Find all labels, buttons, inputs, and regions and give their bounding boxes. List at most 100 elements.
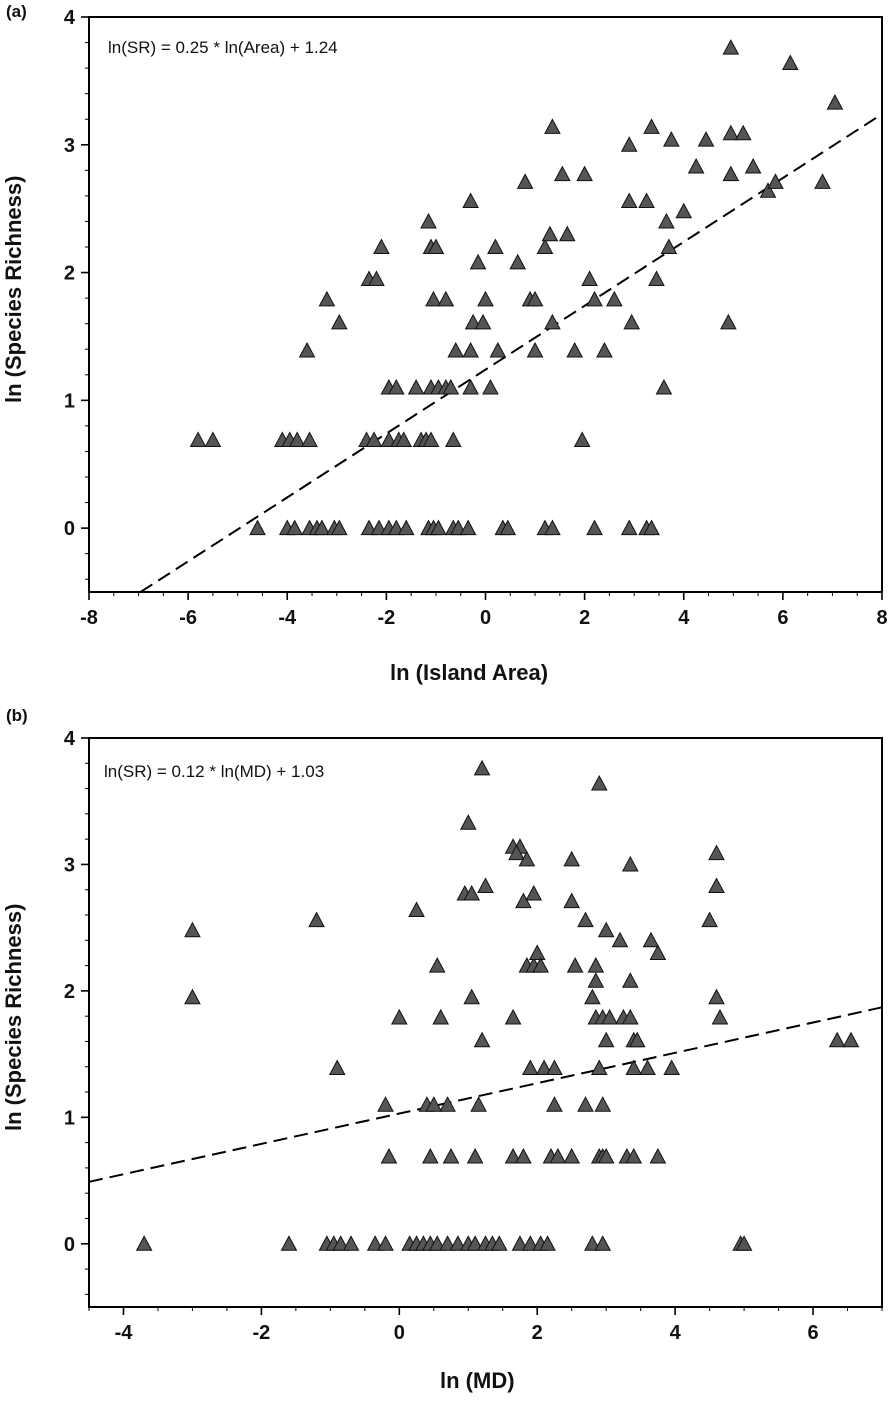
panel-a-data-point — [638, 192, 655, 208]
panel-b-data-point — [842, 1031, 860, 1048]
panel-b-data-point — [490, 1235, 508, 1251]
panel-a-data-point — [301, 431, 318, 447]
panel-b-data-point — [708, 844, 725, 861]
panel-a-data-point — [643, 519, 660, 536]
panel-a-data-point — [489, 341, 507, 358]
panel-a-data-point — [734, 124, 752, 141]
panel-b-x-axis-label: ln (MD) — [440, 1368, 515, 1393]
panel-a-data-point — [658, 212, 675, 229]
panel-a-data-point — [249, 519, 266, 536]
panel-b-data-point — [332, 1235, 350, 1251]
panel-b-data-point — [449, 1235, 467, 1251]
panel-b-data-point — [511, 1235, 529, 1251]
panel-a-data-point — [430, 519, 447, 536]
panel-a-x-tick-label: 6 — [777, 607, 788, 629]
panel-b-data-point — [459, 814, 477, 830]
panel-b-data-point — [532, 957, 550, 973]
panel-a-x-tick-label: 2 — [579, 607, 590, 629]
panel-b-data-point — [597, 1031, 615, 1048]
panel-a-data-point — [826, 94, 844, 110]
panel-b-data-point — [625, 1059, 643, 1076]
panel-b-data-point — [546, 1096, 563, 1112]
panel-b-data-point — [539, 1235, 556, 1251]
panel-a-x-tick-label: -4 — [278, 607, 297, 629]
panel-b-data-point — [708, 877, 725, 893]
chart-b-svg: 0 1 2 3 4 -4 -2 0 2 4 6 — [64, 728, 883, 1344]
panel-a-data-point — [318, 290, 336, 307]
panel-b-y-axis-label: ln (Species Richness) — [1, 903, 26, 1131]
panel-a-data-point — [675, 202, 693, 219]
panel-a-data-point — [648, 270, 665, 286]
panel-a-data-point — [759, 182, 777, 198]
panel-b-y-tick-label: 2 — [64, 981, 75, 1003]
panel-a-data-point — [425, 290, 442, 307]
panel-b-data-point — [663, 1059, 681, 1076]
panel-a-y-tick-label: 1 — [64, 390, 75, 412]
panel-a-data-point — [462, 341, 479, 358]
panel-b-data-point — [577, 1096, 594, 1112]
panel-b-data-point — [590, 1059, 608, 1076]
panel-b-data-point — [515, 1147, 532, 1164]
panel-a-data-point — [541, 225, 559, 242]
panel-a-data-point — [596, 341, 613, 358]
panel-b-y-tick-label: 3 — [64, 854, 75, 876]
panel-b-data-point — [473, 759, 491, 776]
panel-a-data-point — [526, 290, 544, 307]
panel-a-data-point — [462, 192, 479, 208]
panel-b-data-point — [280, 1235, 298, 1251]
panel-b-data-point — [625, 1147, 643, 1164]
panel-b-y-tick-label: 4 — [64, 728, 76, 750]
panel-a-data-point — [566, 341, 584, 358]
panel-b-data-point — [518, 850, 536, 867]
panel-b-data-point — [597, 1147, 615, 1164]
panel-a-data-point — [814, 173, 831, 189]
panel-a-x-tick-label: -2 — [377, 607, 395, 629]
panel-b-data-point — [563, 850, 581, 867]
panel-b-x-tick-label: 0 — [394, 1322, 405, 1344]
panel-a-y-tick-label: 2 — [64, 263, 75, 285]
panel-a-data-point — [767, 173, 784, 189]
panel-b-data-point — [546, 1059, 563, 1076]
panel-a-data-point — [544, 519, 561, 536]
panel-a-data-point — [459, 519, 477, 536]
panel-b-data-point — [649, 1147, 667, 1164]
panel-b-x-tick-label: -4 — [115, 1322, 134, 1344]
panel-a-data-point — [469, 253, 487, 270]
panel-b-data-point — [597, 921, 615, 938]
panel-b-data-point — [611, 931, 629, 948]
panel-a-data-point — [477, 290, 494, 307]
panel-b-data-point — [366, 1235, 384, 1251]
panel-a-data-point — [720, 313, 737, 330]
panel-b-regression-line — [88, 1006, 883, 1183]
panel-a-data-point — [407, 378, 425, 395]
panel-b-data-point — [587, 957, 605, 973]
panel-a-data-point — [526, 341, 544, 358]
panel-a-data-point — [722, 39, 740, 55]
panel-a-data-point — [298, 341, 316, 358]
panel-b-data-point — [308, 911, 325, 928]
panel-a-data-point — [462, 378, 479, 395]
panel-a-data-point — [368, 270, 385, 286]
panel-b-data-point — [421, 1147, 439, 1164]
panel-a-data-point — [365, 431, 383, 447]
panel-b-data-point — [432, 1008, 450, 1025]
panel-a-x-tick-label: -8 — [80, 607, 98, 629]
panel-b-plot-frame — [88, 737, 883, 1308]
panel-a-data-point — [420, 212, 437, 229]
panel-b-data-point — [521, 1059, 539, 1076]
panel-a-data-point — [427, 238, 445, 254]
panel-b-data-point — [466, 1147, 484, 1164]
panel-a-data-point — [722, 165, 740, 182]
panel-a-data-point — [558, 225, 576, 242]
panel-b-data-point — [649, 944, 667, 960]
panel-a-data-point — [516, 173, 534, 189]
panel-b-data-point — [594, 1096, 612, 1112]
panel-b-data-point — [463, 988, 481, 1005]
panel-b-equation: ln(SR) = 0.12 * ln(MD) + 1.03 — [104, 762, 325, 781]
panel-b-data-point — [466, 1235, 484, 1251]
panel-a-data-point — [573, 431, 591, 447]
panel-a-data-point — [620, 519, 638, 536]
panel-b-data-point — [390, 1008, 408, 1025]
panel-b-data-point — [425, 1096, 443, 1112]
panel-b-data-point — [590, 774, 608, 791]
